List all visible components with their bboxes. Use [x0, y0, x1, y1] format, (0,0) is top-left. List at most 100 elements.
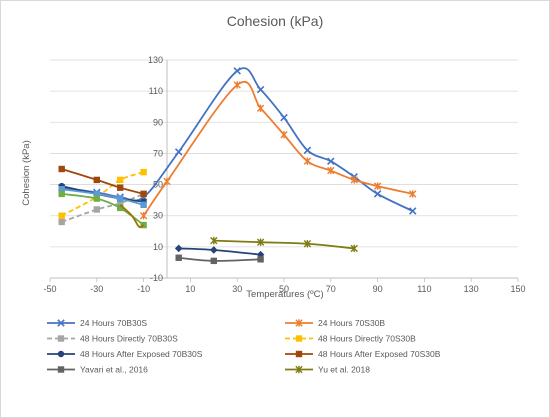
data-point — [373, 182, 382, 190]
data-point — [140, 201, 147, 209]
legend-label: 48 Hours After Exposed 70B30S — [80, 349, 203, 359]
data-point — [233, 67, 241, 75]
series-line — [178, 256, 261, 262]
data-point — [58, 212, 65, 219]
data-point — [256, 85, 265, 94]
series-line — [61, 188, 144, 206]
series — [58, 165, 147, 198]
data-point — [93, 195, 100, 202]
x-tick-label: 150 — [510, 284, 525, 294]
data-point — [58, 165, 65, 173]
data-point — [350, 176, 358, 184]
legend-label: 24 Hours 70S30B — [318, 318, 385, 328]
legend-item: 48 Hours After Exposed 70S30B — [285, 349, 441, 359]
series-line — [142, 81, 413, 217]
legend-marker — [57, 319, 65, 327]
data-point — [117, 200, 124, 207]
legend-item: 48 Hours Directly 70B30S — [47, 334, 178, 344]
data-point — [93, 190, 100, 198]
x-tick-label: -30 — [90, 284, 103, 294]
series-line — [119, 204, 145, 228]
x-tick-label: 110 — [417, 284, 431, 294]
legend: 24 Hours 70B30S 24 Hours 70S30B 48 Hours D… — [47, 318, 441, 375]
data-point — [174, 148, 183, 156]
series-line — [61, 193, 144, 223]
y-tick-label: 90 — [153, 117, 163, 127]
series-line — [61, 171, 144, 217]
legend-marker — [295, 350, 303, 358]
data-point — [280, 113, 288, 122]
series-line — [178, 247, 261, 256]
legend-label: 48 Hours Directly 70B30S — [80, 334, 178, 344]
x-axis-label: Temperatures (ºC) — [246, 289, 323, 300]
series-line — [61, 168, 144, 195]
legend-marker — [295, 365, 303, 374]
x-tick-label: 10 — [185, 284, 195, 294]
series — [119, 204, 145, 228]
x-tick-label: 30 — [232, 284, 242, 294]
series — [58, 190, 147, 229]
legend-item: 48 Hours Directly 70S30B — [285, 334, 416, 344]
series — [57, 67, 417, 215]
legend-label: Yu et al. 2018 — [318, 365, 370, 375]
legend-label: Yavari et al., 2016 — [80, 365, 148, 375]
x-tick-label: 130 — [464, 284, 479, 294]
series — [175, 254, 264, 265]
y-tick-label: -10 — [150, 273, 163, 283]
data-point — [58, 186, 65, 193]
data-point — [409, 190, 417, 198]
series — [210, 236, 358, 253]
data-point — [93, 176, 100, 184]
series — [174, 244, 265, 259]
data-point — [117, 195, 124, 202]
data-point — [257, 256, 264, 263]
data-point — [117, 184, 124, 191]
y-tick-label: 130 — [148, 55, 163, 65]
y-axis-label: Cohesion (kPa) — [21, 140, 32, 205]
series-layer — [57, 67, 417, 265]
y-tick-label: 30 — [153, 211, 163, 221]
data-point — [93, 206, 100, 213]
data-point — [174, 244, 183, 253]
gridlines — [50, 59, 518, 248]
series — [58, 186, 147, 209]
data-point — [117, 176, 124, 184]
legend-item: Yavari et al., 2016 — [47, 365, 148, 375]
y-tick-label: 50 — [153, 180, 163, 190]
data-point — [350, 244, 358, 253]
series-line — [213, 239, 355, 250]
data-point — [327, 157, 335, 165]
legend-marker — [57, 366, 65, 373]
data-point — [175, 254, 182, 261]
legend-label: 48 Hours Directly 70S30B — [318, 334, 416, 344]
data-point — [256, 104, 265, 112]
x-tick-label: 70 — [326, 284, 336, 294]
data-point — [327, 166, 335, 175]
x-tick-label: -50 — [43, 284, 56, 294]
data-point — [303, 146, 312, 155]
data-point — [58, 218, 65, 226]
data-point — [280, 131, 288, 139]
legend-item: 48 Hours After Exposed 70B30S — [47, 349, 203, 359]
data-point — [140, 168, 147, 176]
data-point — [303, 240, 312, 248]
legend-label: 48 Hours After Exposed 70S30B — [318, 349, 441, 359]
legend-item: 24 Hours 70S30B — [285, 318, 385, 328]
x-tick-label: -10 — [137, 284, 150, 294]
data-point — [303, 157, 312, 165]
x-tick-label: 50 — [279, 284, 289, 294]
data-point — [210, 236, 218, 245]
x-tick-label: 90 — [373, 284, 383, 294]
axes — [49, 60, 519, 282]
y-tick-label: 10 — [153, 242, 163, 252]
y-tick-label: 110 — [149, 86, 163, 96]
data-point — [117, 204, 124, 212]
legend-label: 24 Hours 70B30S — [80, 318, 147, 328]
data-point — [163, 177, 171, 186]
series — [139, 81, 417, 220]
legend-marker — [57, 335, 65, 342]
data-point — [233, 81, 241, 89]
data-point — [210, 246, 218, 254]
data-point — [139, 212, 148, 220]
